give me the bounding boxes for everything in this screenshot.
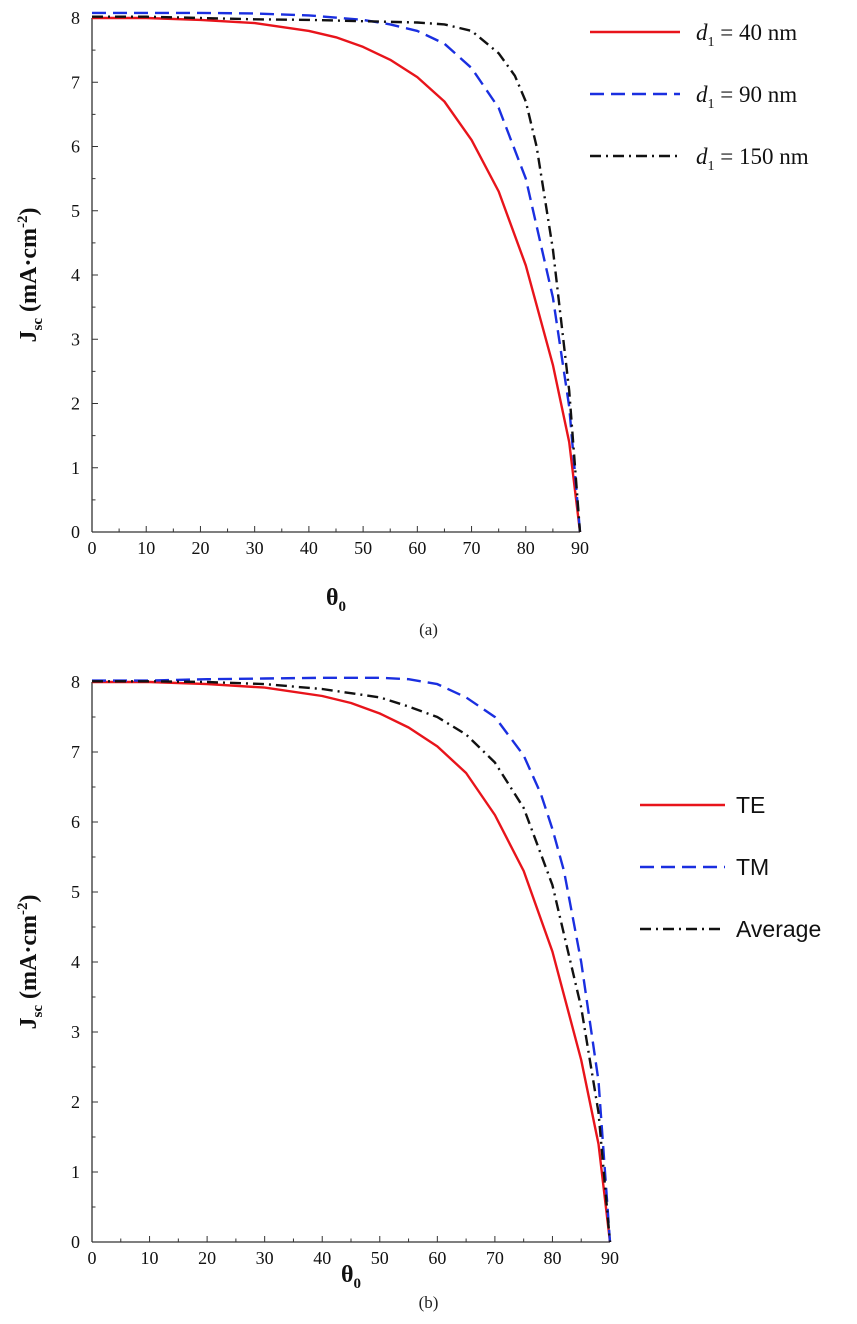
legend-label: d1 = 40 nm <box>696 20 797 50</box>
y-tick-label: 3 <box>71 1022 80 1042</box>
x-tick-label: 30 <box>246 538 264 558</box>
y-tick-label: 8 <box>71 672 80 692</box>
series-line-2 <box>92 15 582 533</box>
y-tick-label: 0 <box>71 522 80 542</box>
x-tick-label: 80 <box>543 1248 561 1268</box>
panel-caption: (b) <box>418 1293 439 1312</box>
x-tick-label: 30 <box>256 1248 274 1268</box>
y-tick-label: 8 <box>71 8 80 28</box>
y-tick-label: 1 <box>71 1162 80 1182</box>
series-line-1 <box>92 11 582 533</box>
chart-panel-b: 0 10 20 30 40 50 60 70 80 90 0 1 2 3 4 5 6 7 8 θ0 Jsc (mA·cm… <box>0 662 857 1324</box>
chart-a-svg: 0 10 20 30 40 50 60 70 80 90 0 1 2 3 4 5 6 7 8 θ0 Jsc (mA·cm… <box>15 8 809 615</box>
x-tick-label: 60 <box>408 538 426 558</box>
y-tick-label: 5 <box>71 882 80 902</box>
y-tick-label: 4 <box>71 952 80 972</box>
x-tick-label: 50 <box>371 1248 389 1268</box>
x-tick-label: 40 <box>300 538 318 558</box>
x-tick-label: 90 <box>571 538 589 558</box>
x-tick-label: 10 <box>137 538 155 558</box>
y-tick-label: 7 <box>71 742 80 762</box>
y-tick-label: 0 <box>71 1232 80 1252</box>
x-tick-label: 50 <box>354 538 372 558</box>
x-tick-label: 20 <box>191 538 209 558</box>
x-tick-label: 60 <box>428 1248 446 1268</box>
legend-label: d1 = 90 nm <box>696 82 797 112</box>
x-tick-label: 0 <box>88 1248 97 1268</box>
x-tick-label: 0 <box>88 538 97 558</box>
y-axis-title: Jsc (mA·cm-2) <box>15 208 46 343</box>
x-tick-label: 80 <box>517 538 535 558</box>
y-tick-label: 1 <box>71 458 80 478</box>
legend-label: d1 = 150 nm <box>696 144 809 174</box>
y-tick-label: 4 <box>71 265 80 285</box>
x-axis-title: θ0 <box>341 1262 361 1292</box>
series-line-2 <box>92 680 612 1243</box>
y-tick-label: 3 <box>71 329 80 349</box>
chart-panel-a: 0 10 20 30 40 50 60 70 80 90 0 1 2 3 4 5 6 7 8 θ0 Jsc (mA·cm… <box>0 0 857 660</box>
x-tick-label: 40 <box>313 1248 331 1268</box>
panel-caption: (a) <box>419 620 438 639</box>
y-tick-label: 7 <box>71 72 80 92</box>
x-axis-title: θ0 <box>326 585 346 615</box>
x-tick-label: 70 <box>463 538 481 558</box>
x-tick-label: 70 <box>486 1248 504 1268</box>
series-line-1 <box>92 676 612 1243</box>
y-tick-label: 2 <box>71 1092 80 1112</box>
y-axis-title: Jsc (mA·cm-2) <box>15 895 46 1030</box>
x-tick-label: 10 <box>141 1248 159 1268</box>
chart-b-svg: 0 10 20 30 40 50 60 70 80 90 0 1 2 3 4 5 6 7 8 θ0 Jsc (mA·cm… <box>15 672 821 1292</box>
y-tick-label: 6 <box>71 812 80 832</box>
y-tick-label: 2 <box>71 394 80 414</box>
legend-label: TE <box>736 792 765 818</box>
legend-label: Average <box>736 916 821 942</box>
x-tick-label: 20 <box>198 1248 216 1268</box>
y-tick-label: 5 <box>71 201 80 221</box>
x-tick-label: 90 <box>601 1248 619 1268</box>
legend-label: TM <box>736 854 769 880</box>
y-tick-label: 6 <box>71 137 80 157</box>
series-line-0 <box>92 680 612 1243</box>
series-line-0 <box>92 16 582 533</box>
